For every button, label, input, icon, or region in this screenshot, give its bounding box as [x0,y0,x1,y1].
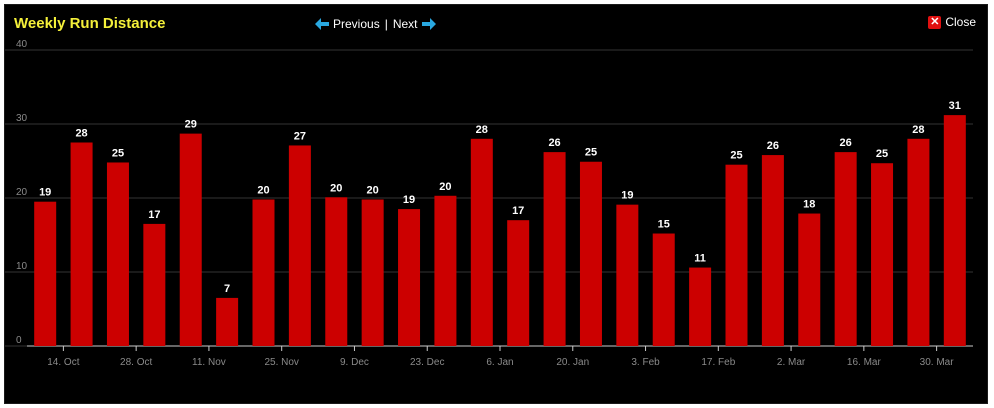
x-tick-label: 20. Jan [556,357,589,368]
previous-button[interactable]: Previous [315,17,380,31]
bar [507,220,530,346]
close-label: Close [945,15,976,29]
bar-data-label: 11 [694,253,706,265]
bar-data-label: 19 [403,194,415,206]
bar [907,138,930,346]
bar-data-label: 17 [512,205,524,217]
bar-data-label: 26 [548,137,560,149]
bar-data-label: 26 [840,137,852,149]
bar-data-label: 19 [39,187,51,199]
x-tick-label: 14. Oct [47,357,79,368]
bar-data-label: 28 [912,124,924,136]
bar-data-label: 20 [257,184,269,196]
bar [725,164,748,346]
bar [579,161,602,346]
bar [398,209,421,346]
bar-data-label: 20 [330,182,342,194]
bar [106,162,129,346]
bar [798,213,821,346]
bar [179,133,202,346]
bar [216,297,239,346]
chart-window: Weekly Run Distance Previous | Next ✕ Cl… [4,4,988,404]
bar-data-label: 28 [75,128,87,140]
bar-data-label: 28 [476,124,488,136]
y-tick-label: 10 [16,261,28,272]
bar [871,163,894,346]
bar [434,195,457,346]
x-tick-label: 11. Nov [192,357,226,368]
previous-label: Previous [333,17,380,31]
close-icon: ✕ [928,15,942,29]
bar [689,267,712,346]
bar-data-label: 29 [185,119,197,131]
x-tick-label: 23. Dec [410,357,444,368]
bar-data-label: 7 [224,283,230,295]
x-tick-label: 30. Mar [920,357,955,368]
y-tick-label: 0 [16,335,22,346]
bar-data-label: 20 [367,184,379,196]
bar [361,199,384,346]
bar [325,197,348,346]
x-tick-label: 6. Jan [486,357,513,368]
next-label: Next [392,17,418,31]
bar-data-label: 25 [730,150,742,162]
bar [470,138,493,346]
x-tick-label: 2. Mar [777,357,806,368]
chart-navigation: Previous | Next [315,15,436,33]
nav-separator: | [384,17,388,31]
bar-chart: 0 10 20 30 40 19 28 25 17 29 7 20 27 20 20 19 20 28 17 26 25… [5,39,973,368]
bar [143,223,166,346]
bar-data-label: 31 [949,100,961,112]
bar-data-label: 25 [876,148,888,160]
bar [543,152,566,346]
bar [761,155,784,346]
bar [288,145,311,346]
x-tick-label: 17. Feb [701,357,735,368]
x-tick-label: 3. Feb [631,357,660,368]
close-button[interactable]: ✕ Close [928,15,976,29]
bar [616,204,639,346]
y-tick-label: 30 [16,113,28,124]
bar [252,199,275,346]
bar-data-label: 15 [658,219,670,231]
arrow-right-icon [421,18,436,30]
y-tick-label: 20 [16,187,28,198]
bar [70,142,93,346]
bar-data-label: 18 [803,199,815,211]
bar-data-label: 25 [112,147,124,159]
bar [34,201,57,346]
x-tick-label: 25. Nov [264,357,298,368]
x-tick-label: 16. Mar [847,357,882,368]
x-tick-label: 28. Oct [120,357,152,368]
arrow-left-icon [315,18,329,30]
bar-data-label: 27 [294,130,306,142]
bar [943,115,966,347]
x-tick-label: 9. Dec [340,357,369,368]
bar [834,152,857,346]
next-button[interactable]: Next [393,17,436,31]
y-tick-label: 40 [16,39,28,50]
bar [652,233,675,346]
chart-title: Weekly Run Distance [14,15,166,32]
bar-data-label: 26 [767,140,779,152]
bar-data-label: 19 [621,190,633,202]
bar-data-label: 25 [585,147,597,159]
bar-data-label: 20 [439,181,451,193]
bar-data-label: 17 [148,209,160,221]
